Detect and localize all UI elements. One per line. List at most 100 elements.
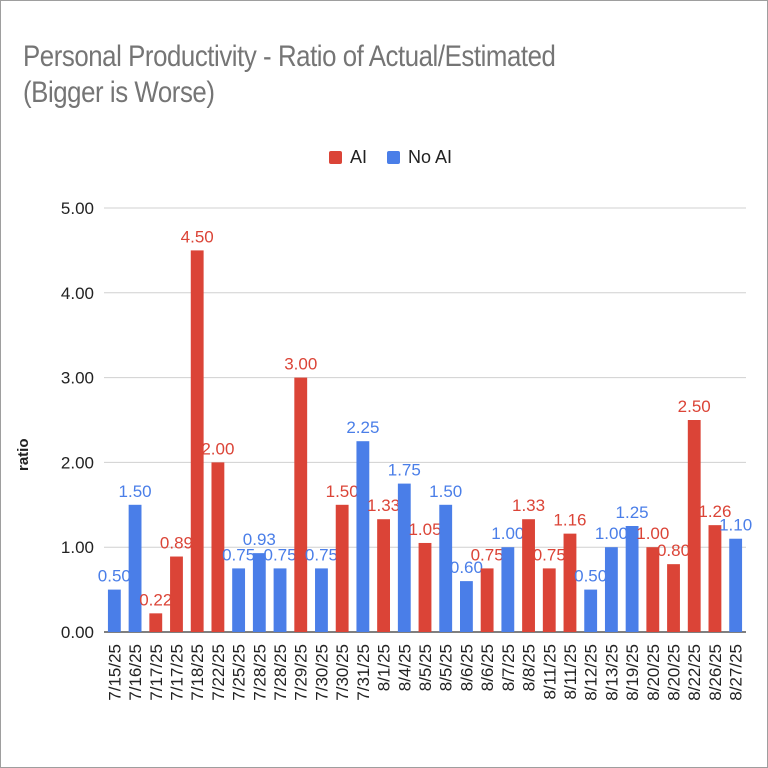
data-label: 1.33 xyxy=(512,496,545,515)
data-label: 1.00 xyxy=(595,524,628,543)
x-tick-label: 8/5/25 xyxy=(437,644,456,691)
x-tick-label: 8/26/25 xyxy=(706,644,725,701)
x-tick-label: 8/7/25 xyxy=(499,644,518,691)
x-tick-label: 8/27/25 xyxy=(727,644,746,701)
bar-ai xyxy=(335,504,349,632)
x-tick-label: 8/4/25 xyxy=(395,644,414,691)
data-label: 1.75 xyxy=(388,461,421,480)
x-tick-label: 7/15/25 xyxy=(105,644,124,701)
bar-no-ai xyxy=(128,504,142,632)
bar-no-ai xyxy=(584,589,598,632)
data-label: 1.25 xyxy=(616,503,649,522)
x-tick-label: 7/16/25 xyxy=(126,644,145,701)
y-tick-label: 5.00 xyxy=(61,199,94,218)
legend: AI No AI xyxy=(329,147,472,168)
x-tick-label: 8/19/25 xyxy=(623,644,642,701)
bar-ai xyxy=(149,613,163,632)
x-tick-label: 8/6/25 xyxy=(457,644,476,691)
bar-ai xyxy=(377,519,391,632)
x-tick-label: 7/28/25 xyxy=(250,644,269,701)
bar-no-ai xyxy=(604,547,618,632)
data-label: 0.75 xyxy=(222,545,255,564)
chart-title: Personal Productivity - Ratio of Actual/… xyxy=(23,40,556,109)
bar-no-ai xyxy=(252,553,266,632)
bar-no-ai xyxy=(501,547,515,632)
data-label: 2.00 xyxy=(201,439,234,458)
data-label: 0.75 xyxy=(533,545,566,564)
x-tick-label: 8/13/25 xyxy=(602,644,621,701)
data-label: 0.93 xyxy=(243,530,276,549)
bar-ai xyxy=(687,420,701,632)
bar-ai xyxy=(708,525,722,632)
bar-no-ai xyxy=(273,568,287,632)
x-tick-label: 8/20/25 xyxy=(644,644,663,701)
data-label: 1.10 xyxy=(719,516,752,535)
data-label: 1.05 xyxy=(408,520,441,539)
data-label: 1.33 xyxy=(367,496,400,515)
y-tick-label: 3.00 xyxy=(61,369,94,388)
x-tick-label: 7/25/25 xyxy=(230,644,249,701)
data-label: 1.00 xyxy=(636,524,669,543)
bar-ai xyxy=(563,533,577,632)
x-tick-label: 7/17/25 xyxy=(167,644,186,701)
data-label: 1.16 xyxy=(553,511,586,530)
data-label: 0.22 xyxy=(139,590,172,609)
x-tick-label: 7/22/25 xyxy=(209,644,228,701)
bar-ai xyxy=(190,250,204,632)
bar-no-ai xyxy=(625,526,639,632)
data-label: 1.50 xyxy=(326,482,359,501)
bar-no-ai xyxy=(459,581,473,632)
bar-ai xyxy=(542,568,556,632)
y-tick-label: 2.00 xyxy=(61,453,94,472)
legend-label-ai: AI xyxy=(350,147,368,167)
legend-swatch-ai xyxy=(329,151,342,164)
x-tick-label: 7/30/25 xyxy=(312,644,331,701)
bar-ai xyxy=(522,519,535,632)
data-label: 0.50 xyxy=(574,567,607,586)
data-label: 0.60 xyxy=(450,558,483,577)
bar-ai xyxy=(667,564,680,632)
data-label: 0.75 xyxy=(305,545,338,564)
data-label: 0.75 xyxy=(471,545,504,564)
data-label: 2.50 xyxy=(678,397,711,416)
legend-item-ai[interactable]: AI xyxy=(329,147,367,168)
data-label: 0.50 xyxy=(98,567,131,586)
x-tick-label: 7/28/25 xyxy=(271,644,290,701)
data-label: 4.50 xyxy=(181,227,214,246)
bar-no-ai xyxy=(356,441,370,632)
x-tick-label: 7/29/25 xyxy=(292,644,311,701)
bar-ai xyxy=(646,547,660,632)
bar-ai xyxy=(480,568,494,632)
bar-no-ai xyxy=(397,483,411,632)
x-tick-label: 8/11/25 xyxy=(540,644,559,699)
data-label: 2.25 xyxy=(346,418,379,437)
x-tick-label: 8/20/25 xyxy=(665,644,684,701)
bar-ai xyxy=(211,462,225,632)
data-label: 0.89 xyxy=(160,534,193,553)
x-tick-label: 8/6/25 xyxy=(478,644,497,691)
x-tick-label: 8/12/25 xyxy=(582,644,601,701)
x-tick-label: 7/17/25 xyxy=(147,644,166,701)
x-tick-label: 8/11/25 xyxy=(561,644,580,699)
bar-no-ai xyxy=(729,538,743,632)
bar-no-ai xyxy=(107,589,121,632)
y-tick-label: 0.00 xyxy=(61,623,94,642)
x-tick-label: 8/8/25 xyxy=(520,644,539,691)
data-label: 0.80 xyxy=(657,541,690,560)
x-tick-label: 8/1/25 xyxy=(375,644,394,691)
bar-no-ai xyxy=(232,568,246,632)
legend-item-no-ai[interactable]: No AI xyxy=(387,147,452,168)
x-tick-label: 7/18/25 xyxy=(188,644,207,701)
data-label: 1.26 xyxy=(698,502,731,521)
legend-label-no-ai: No AI xyxy=(408,147,453,167)
data-label: 1.50 xyxy=(119,482,152,501)
x-tick-label: 8/22/25 xyxy=(685,644,704,701)
data-label: 0.75 xyxy=(263,545,296,564)
data-label: 3.00 xyxy=(284,355,317,374)
bar-no-ai xyxy=(439,504,453,632)
x-tick-label: 8/5/25 xyxy=(416,644,435,691)
legend-swatch-no-ai xyxy=(387,151,401,164)
data-label: 1.00 xyxy=(491,524,524,543)
